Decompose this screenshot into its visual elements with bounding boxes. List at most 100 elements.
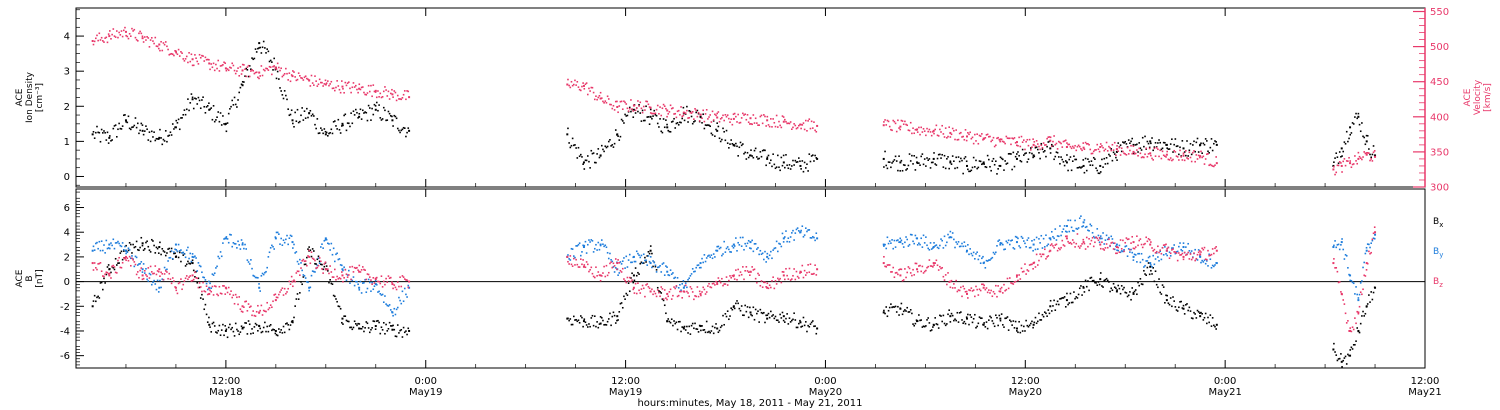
data-point	[1003, 326, 1005, 328]
data-point	[259, 75, 261, 77]
data-point	[1153, 146, 1156, 148]
data-point	[682, 106, 685, 109]
data-point	[721, 324, 723, 327]
data-point	[174, 286, 177, 289]
data-point	[264, 47, 266, 49]
data-point	[1210, 267, 1213, 269]
data-point	[215, 285, 217, 288]
data-point	[1038, 238, 1040, 240]
data-point	[806, 271, 808, 274]
data-point	[311, 248, 314, 250]
data-point	[149, 265, 152, 268]
data-point	[604, 275, 607, 278]
data-point	[590, 266, 593, 269]
data-point	[966, 249, 969, 252]
data-point	[1337, 162, 1340, 165]
data-point	[381, 329, 384, 331]
data-point	[1020, 235, 1023, 238]
data-point	[806, 163, 808, 166]
x-tick-label-time: 12:00	[211, 376, 240, 387]
data-point	[220, 64, 223, 67]
data-point	[168, 53, 171, 56]
data-point	[942, 275, 945, 278]
data-point	[1096, 284, 1099, 287]
data-point	[307, 78, 309, 81]
data-point	[1014, 155, 1017, 158]
data-point	[358, 327, 361, 330]
data-point	[588, 270, 590, 273]
data-point	[258, 312, 260, 314]
data-point	[338, 277, 341, 279]
data-point	[963, 241, 966, 243]
data-point	[184, 277, 187, 280]
data-point	[723, 119, 725, 122]
data-point	[1201, 156, 1203, 159]
data-point	[289, 234, 292, 237]
data-point	[642, 119, 645, 122]
data-point	[1118, 287, 1121, 290]
data-point	[387, 275, 390, 277]
data-point	[763, 258, 765, 261]
data-point	[816, 157, 819, 160]
data-point	[758, 157, 760, 160]
data-point	[307, 248, 309, 250]
data-point	[947, 233, 949, 236]
data-point	[208, 287, 210, 290]
data-point	[372, 320, 375, 322]
data-point	[1122, 239, 1124, 242]
data-point	[1350, 346, 1353, 349]
data-point	[1169, 143, 1172, 145]
data-point	[254, 315, 257, 317]
data-point	[273, 328, 275, 331]
data-point	[975, 326, 977, 329]
data-point	[1187, 309, 1189, 312]
data-point	[1012, 138, 1015, 140]
data-point	[1143, 269, 1145, 272]
data-point	[118, 242, 120, 245]
data-point	[1077, 245, 1080, 248]
data-point	[799, 160, 801, 163]
data-point	[1350, 330, 1353, 333]
data-point	[998, 239, 1001, 241]
data-point	[1357, 115, 1360, 118]
data-point	[1152, 149, 1155, 152]
data-point	[696, 115, 699, 118]
data-point	[669, 321, 672, 324]
data-point	[673, 117, 675, 120]
data-point	[607, 318, 610, 320]
data-point	[1338, 161, 1341, 163]
data-point	[380, 119, 383, 121]
data-point	[318, 78, 321, 81]
data-point	[1165, 156, 1167, 158]
data-point	[709, 286, 711, 288]
data-point	[1090, 276, 1093, 279]
data-point	[642, 287, 645, 290]
data-point	[916, 270, 919, 273]
data-point	[591, 240, 594, 242]
data-point	[370, 328, 372, 331]
data-point	[185, 275, 188, 277]
data-point	[105, 271, 108, 274]
data-point	[92, 245, 95, 248]
data-point	[895, 271, 898, 274]
data-point	[739, 141, 742, 144]
data-point	[746, 242, 749, 245]
data-point	[665, 265, 667, 267]
data-point	[663, 105, 666, 108]
data-point	[103, 277, 105, 280]
data-point	[693, 327, 695, 330]
data-point	[400, 328, 403, 331]
data-point	[749, 247, 751, 249]
data-point	[590, 317, 593, 319]
data-point	[689, 111, 692, 114]
data-point	[789, 321, 792, 323]
data-point	[114, 242, 117, 244]
data-point	[618, 139, 621, 141]
data-point	[368, 281, 371, 284]
data-point	[582, 161, 585, 164]
data-point	[949, 136, 952, 138]
data-point	[1006, 162, 1009, 165]
data-point	[335, 125, 337, 127]
data-point	[999, 243, 1002, 246]
data-point	[1126, 255, 1129, 258]
